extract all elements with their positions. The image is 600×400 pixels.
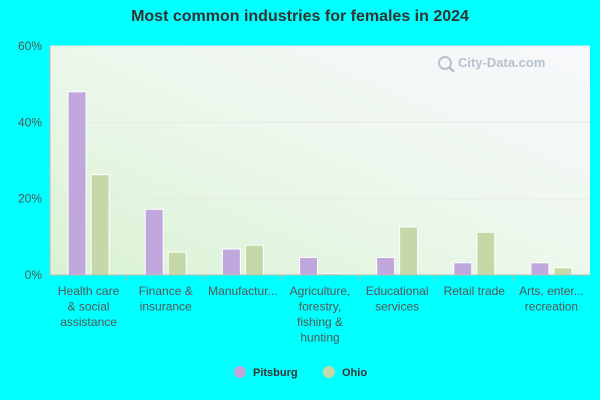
bar-pitsburg-4[interactable] <box>376 256 396 276</box>
bar-ohio-5[interactable] <box>476 231 496 276</box>
bar-pitsburg-3[interactable] <box>299 256 318 276</box>
y-tick-label: 20% <box>18 192 42 206</box>
bar-ohio-4[interactable] <box>399 226 419 276</box>
bar-ohio-6[interactable] <box>553 267 573 276</box>
bar-pitsburg-1[interactable] <box>144 208 164 276</box>
legend-swatch <box>234 366 246 378</box>
watermark-text: City-Data.com <box>458 55 545 70</box>
magnifier-icon <box>438 56 455 73</box>
bar-ohio-2[interactable] <box>244 244 264 276</box>
bar-pitsburg-5[interactable] <box>453 262 473 276</box>
x-category-label: Educational services <box>366 284 429 314</box>
legend-item-pitsburg: Pitsburg <box>234 366 298 379</box>
legend-label: Pitsburg <box>253 367 298 379</box>
bar-ohio-0[interactable] <box>90 174 110 276</box>
x-category-label: Agriculture, forestry, fishing & hunting <box>290 284 351 345</box>
legend-swatch <box>323 366 335 378</box>
x-category-label: Arts, enter... recreation <box>519 284 584 314</box>
y-tick-label: 60% <box>18 39 42 53</box>
x-category-label: Manufactur... <box>208 284 277 298</box>
y-tick-label: 0% <box>25 268 43 282</box>
watermark: City-Data.com <box>438 55 545 73</box>
legend-item-ohio: Ohio <box>323 366 367 379</box>
legend-label: Ohio <box>342 367 367 379</box>
plot-area <box>50 46 590 275</box>
x-category-label: Finance & insurance <box>139 284 193 314</box>
bar-pitsburg-2[interactable] <box>221 248 241 276</box>
x-category-label: Retail trade <box>444 284 506 298</box>
chart-title: Most common industries for females in 20… <box>131 8 469 25</box>
x-category-label: Health care & social assistance <box>58 284 120 329</box>
bar-ohio-1[interactable] <box>167 251 187 276</box>
bar-pitsburg-6[interactable] <box>530 262 550 276</box>
y-tick-label: 40% <box>18 115 42 129</box>
bar-pitsburg-0[interactable] <box>67 91 87 276</box>
